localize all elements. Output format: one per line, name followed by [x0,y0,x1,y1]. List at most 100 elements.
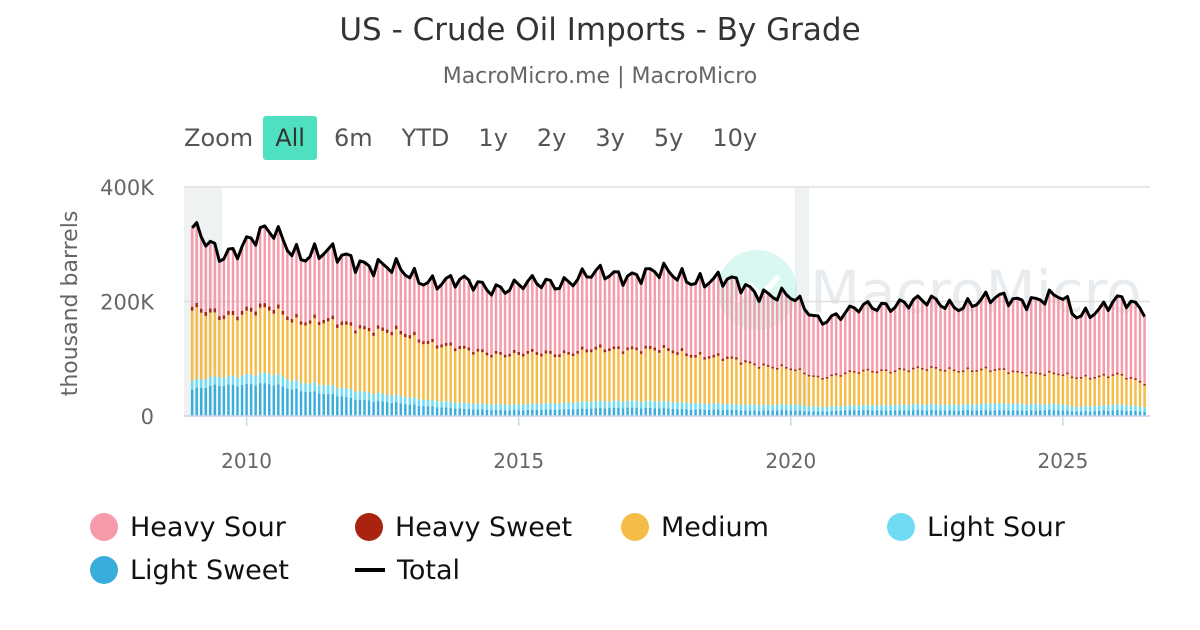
bar-light-sour [331,384,335,394]
zoom-6m-button[interactable]: 6m [333,124,373,152]
bar-heavy-sweet [363,325,366,330]
legend-item-heavy-sweet[interactable]: Heavy Sweet [355,506,572,548]
bar-light-sour [231,375,235,385]
zoom-10y-button[interactable]: 10y [712,124,758,152]
bar-heavy-sweet [1020,371,1024,374]
bar-light-sour [408,397,412,405]
bar-heavy-sour [508,290,511,354]
bar-heavy-sour [263,225,266,304]
bar-light-sweet [807,411,811,416]
bar-heavy-sweet [313,314,316,319]
bar-light-sweet [739,410,743,416]
bar-light-sour [871,405,874,411]
bar-light-sour [1102,404,1105,411]
bar-light-sweet [1107,410,1110,416]
bar-heavy-sweet [689,354,693,358]
bar-medium [730,358,734,404]
bar-medium [825,378,829,407]
bar-light-sour [916,404,920,411]
bar-light-sour [531,403,534,410]
bar-light-sour [594,401,598,409]
total-line [191,221,1146,326]
bar-light-sweet [249,384,253,416]
bar-heavy-sour [503,293,507,355]
bar-light-sweet [417,405,421,416]
bar-heavy-sour [245,236,248,307]
bar-medium [798,370,802,405]
bar-medium [603,352,607,402]
zoom-all-button[interactable]: All [263,116,317,160]
bar-heavy-sour [621,285,625,352]
bar-medium [943,371,947,405]
bar-light-sour [739,405,743,411]
bar-light-sour [585,401,588,409]
bar-heavy-sour [680,268,684,349]
bar-light-sweet [993,410,997,416]
bar-heavy-sour [367,265,371,328]
bar-light-sour [667,401,670,409]
bar-heavy-sour [467,280,471,348]
bar-heavy-sweet [1143,383,1146,386]
bar-light-sour [1011,403,1015,411]
bar-light-sweet [367,400,371,416]
bar-medium [889,373,892,406]
bar-heavy-sweet [880,369,883,371]
bar-medium [286,319,289,380]
bar-heavy-sour [871,308,874,371]
bar-heavy-sour [381,263,384,328]
bar-medium [871,372,874,406]
bar-heavy-sour [1075,317,1078,378]
bar-heavy-sour [635,274,638,348]
bar-medium [449,345,452,402]
bar-light-sweet [190,389,194,416]
bar-medium [1039,374,1042,405]
bar-heavy-sweet [676,352,679,355]
bar-light-sour [653,401,657,409]
bar-medium [875,373,879,406]
bar-light-sweet [812,411,815,416]
legend-item-total[interactable]: Total [355,549,460,591]
bar-light-sour [612,400,616,408]
zoom-1y-button[interactable]: 1y [478,124,508,152]
bar-heavy-sweet [803,372,806,375]
bar-light-sour [812,406,815,412]
bar-medium [744,362,747,405]
legend-item-heavy-sour[interactable]: Heavy Sour [90,506,286,548]
bar-light-sweet [567,409,570,416]
bar-medium [263,307,266,373]
bar-light-sweet [884,410,888,416]
bar-medium [1075,378,1078,407]
zoom-5y-button[interactable]: 5y [653,124,684,152]
zoom-2y-button[interactable]: 2y [536,124,567,152]
bar-heavy-sweet [213,308,217,313]
bar-heavy-sour [340,255,344,322]
zoom-3y-button[interactable]: 3y [595,124,625,152]
legend-item-light-sour[interactable]: Light Sour [887,506,1065,548]
bar-heavy-sour [880,303,883,370]
bar-medium [526,353,530,404]
bar-light-sweet [667,408,670,416]
bar-heavy-sweet [290,319,294,323]
bar-medium [594,349,598,402]
bar-light-sour [390,395,393,403]
bar-light-sweet [848,410,852,416]
bar-light-sour [680,401,684,409]
legend-item-light-sweet[interactable]: Light Sweet [90,549,289,591]
bar-medium [440,347,443,402]
bar-heavy-sour [558,288,561,355]
bar-heavy-sour [521,288,525,354]
bar-light-sour [780,403,783,410]
bar-medium [1111,375,1115,405]
bar-light-sour [354,392,357,401]
bar-medium [1097,377,1101,406]
bar-light-sweet [1079,411,1083,416]
bar-light-sweet [843,410,847,416]
legend-item-medium[interactable]: Medium [621,506,769,548]
bar-light-sweet [227,384,230,416]
bar-heavy-sweet [549,350,552,354]
zoom-ytd-button[interactable]: YTD [401,124,450,152]
bar-light-sweet [1039,410,1042,416]
bar-heavy-sour [576,279,579,351]
y-tick-label: 200K [100,291,155,315]
